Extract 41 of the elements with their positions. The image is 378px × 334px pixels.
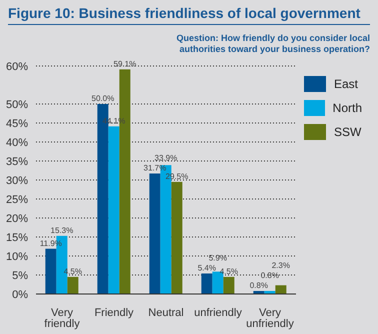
x-tick-label: Very friendly [44,306,80,330]
y-tick-label: 50% [6,98,28,111]
y-tick-label: 60% [6,60,28,73]
bar [171,182,182,294]
data-label: 5.9% [208,253,227,262]
data-label: 50.0% [92,94,114,103]
legend-label: SSW [334,125,362,139]
bar [108,126,120,294]
x-tick-label: Neutral [148,306,184,319]
data-label: 0.8% [250,280,268,290]
x-tick-label: unfriendly [194,306,242,319]
y-tick-label: 35% [6,156,28,168]
y-tick-label: 40% [6,136,28,149]
bar [67,276,78,294]
legend-label: East [334,77,358,91]
bar [275,285,286,294]
y-tick-label: 30% [6,174,28,187]
data-label: 15.3% [50,226,74,235]
y-tick-label: 5% [12,270,28,282]
bar [201,273,212,294]
x-tick-label: Friendly [94,306,134,319]
bar [149,174,160,294]
data-label: 4.5% [220,266,238,276]
data-label: 59.1% [114,59,136,68]
y-tick-label: 0% [12,288,28,301]
y-tick-label: 15% [6,232,28,244]
bar [223,276,234,294]
legend-label: North [332,101,362,115]
chart-subtitle: Question: How friendly do you consider local authorities toward your business operation? [175,33,370,55]
y-tick-label: 20% [6,212,28,225]
data-label: 5.4% [198,263,216,272]
data-label: 2.3% [272,260,290,270]
x-tick-label: Very unfriendly [246,306,294,330]
data-label: 44.1% [102,116,126,126]
bar [45,248,56,294]
y-tick-label: 10% [6,250,28,263]
chart-title: Figure 10: Business friendliness of local government [8,5,370,25]
y-tick-label: 45% [6,118,28,130]
y-tick-label: 25% [6,194,28,206]
data-label: 0.8% [260,270,279,280]
data-label: 33.9% [154,154,178,163]
